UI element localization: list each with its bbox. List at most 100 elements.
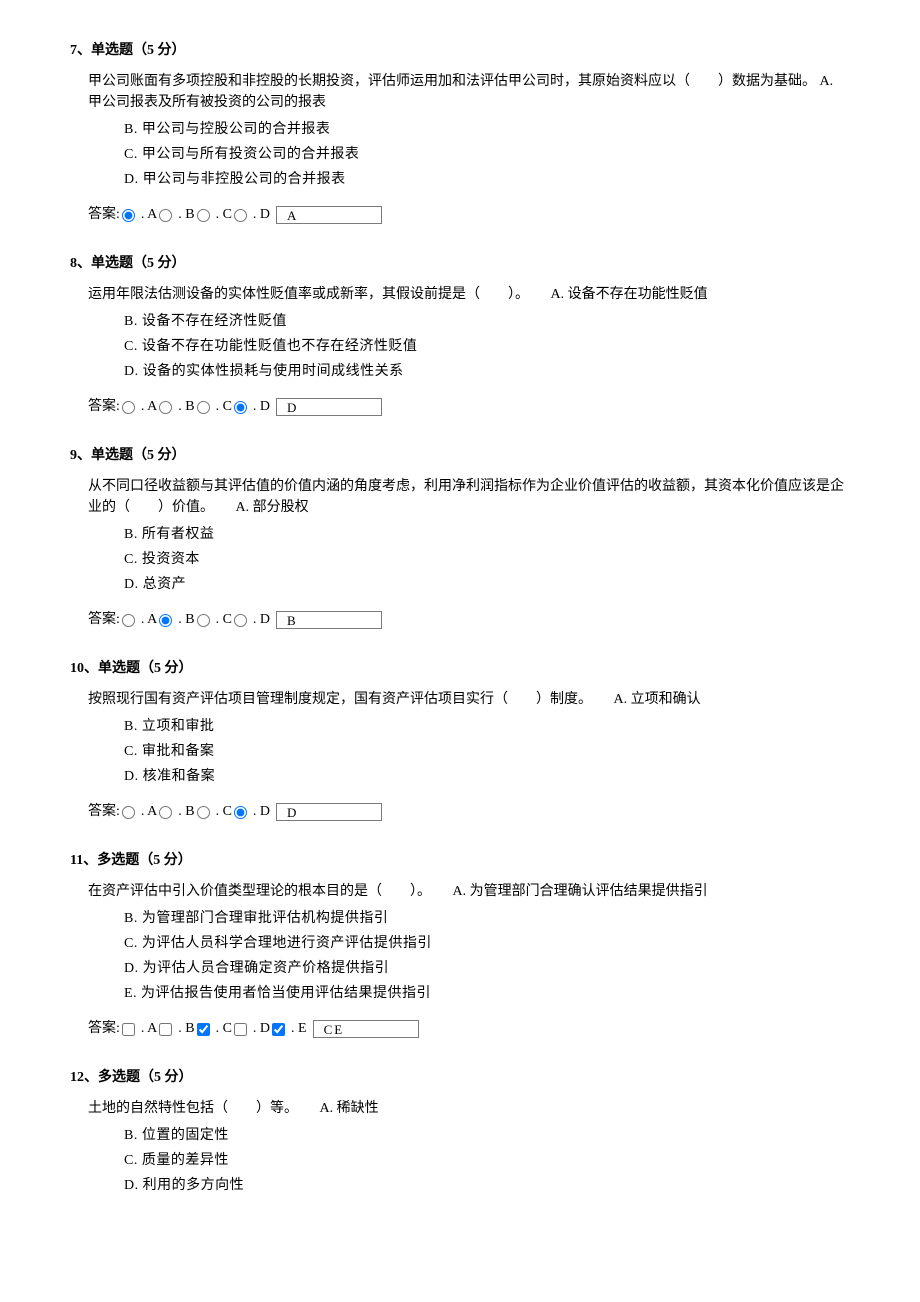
letter-a: . A [141,801,157,822]
question-type: 单选题（5 分） [91,43,186,58]
question-options: B. 所有者权益 C. 投资资本 D. 总资产 [124,524,850,595]
option-a: A. 稀缺性 [320,1101,379,1116]
answer-value-box[interactable]: B [276,611,382,629]
answer-row: 答案: . A . B . C . D D [88,801,850,822]
letter-b: . B [178,1018,194,1039]
option-a: A. 立项和确认 [614,692,701,707]
question-number: 10 [70,661,84,676]
answer-radio-c[interactable] [197,614,210,627]
stem-text: 在资产评估中引入价值类型理论的根本目的是（ ）。 [88,884,431,899]
letter-b: . B [178,801,194,822]
option-d: D. 总资产 [124,574,850,595]
option-d: D. 利用的多方向性 [124,1175,850,1196]
answer-checkbox-c[interactable] [197,1023,210,1036]
answer-radio-a[interactable] [122,614,135,627]
letter-a: . A [141,204,157,225]
question-number: 7 [70,43,77,58]
question-stem: 土地的自然特性包括（ ）等。 A. 稀缺性 [88,1098,850,1119]
letter-c: . C [216,204,232,225]
option-d: D. 甲公司与非控股公司的合并报表 [124,169,850,190]
letter-b: . B [178,396,194,417]
answer-radio-d[interactable] [234,401,247,414]
question-stem: 按照现行国有资产评估项目管理制度规定，国有资产评估项目实行（ ）制度。 A. 立… [88,689,850,710]
option-c: C. 为评估人员科学合理地进行资产评估提供指引 [124,933,850,954]
answer-radio-c[interactable] [197,401,210,414]
answer-radio-a[interactable] [122,401,135,414]
letter-d: . D [253,204,270,225]
question-10: 10、单选题（5 分） 按照现行国有资产评估项目管理制度规定，国有资产评估项目实… [70,658,850,822]
letter-d: . D [253,396,270,417]
answer-row: 答案: . A . B . C . D D [88,396,850,417]
letter-c: . C [216,801,232,822]
answer-radio-b[interactable] [159,209,172,222]
answer-checkbox-b[interactable] [159,1023,172,1036]
letter-c: . C [216,396,232,417]
option-a: A. 部分股权 [236,500,309,515]
question-options: B. 设备不存在经济性贬值 C. 设备不存在功能性贬值也不存在经济性贬值 D. … [124,311,850,382]
answer-radio-c[interactable] [197,209,210,222]
answer-radio-c[interactable] [197,806,210,819]
question-title: 8、单选题（5 分） [70,253,850,274]
stem-text: 运用年限法估测设备的实体性贬值率或成新率，其假设前提是（ ）。 [88,287,529,302]
answer-row: 答案: . A . B . C . D A [88,204,850,225]
answer-value-box[interactable]: CE [313,1020,419,1038]
answer-label: 答案: [88,1018,120,1039]
answer-checkbox-d[interactable] [234,1023,247,1036]
letter-d: . D [253,609,270,630]
letter-a: . A [141,1018,157,1039]
option-b: B. 立项和审批 [124,716,850,737]
question-type: 多选题（5 分） [97,853,192,868]
question-type: 单选题（5 分） [98,661,193,676]
answer-value-box[interactable]: D [276,803,382,821]
answer-checkbox-a[interactable] [122,1023,135,1036]
letter-c: . C [216,609,232,630]
answer-radio-d[interactable] [234,806,247,819]
option-d: D. 核准和备案 [124,766,850,787]
option-b: B. 为管理部门合理审批评估机构提供指引 [124,908,850,929]
answer-value-box[interactable]: A [276,206,382,224]
option-a: A. 为管理部门合理确认评估结果提供指引 [453,884,708,899]
answer-radio-b[interactable] [159,614,172,627]
question-number: 12 [70,1070,84,1085]
question-stem: 在资产评估中引入价值类型理论的根本目的是（ ）。 A. 为管理部门合理确认评估结… [88,881,850,902]
option-b: B. 所有者权益 [124,524,850,545]
letter-b: . B [178,609,194,630]
answer-radio-a[interactable] [122,209,135,222]
answer-label: 答案: [88,204,120,225]
option-c: C. 审批和备案 [124,741,850,762]
question-stem: 甲公司账面有多项控股和非控股的长期投资，评估师运用加和法评估甲公司时，其原始资料… [88,71,850,113]
question-title: 11、多选题（5 分） [70,850,850,871]
answer-radio-a[interactable] [122,806,135,819]
question-9: 9、单选题（5 分） 从不同口径收益额与其评估值的价值内涵的角度考虑，利用净利润… [70,445,850,630]
option-b: B. 位置的固定性 [124,1125,850,1146]
letter-c: . C [216,1018,232,1039]
question-number: 8 [70,256,77,271]
option-c: C. 甲公司与所有投资公司的合并报表 [124,144,850,165]
question-options: B. 位置的固定性 C. 质量的差异性 D. 利用的多方向性 [124,1125,850,1196]
question-stem: 运用年限法估测设备的实体性贬值率或成新率，其假设前提是（ ）。 A. 设备不存在… [88,284,850,305]
letter-d: . D [253,1018,270,1039]
answer-checkbox-e[interactable] [272,1023,285,1036]
option-c: C. 投资资本 [124,549,850,570]
answer-row: 答案: . A . B . C . D . E CE [88,1018,850,1039]
option-b: B. 甲公司与控股公司的合并报表 [124,119,850,140]
question-options: B. 甲公司与控股公司的合并报表 C. 甲公司与所有投资公司的合并报表 D. 甲… [124,119,850,190]
answer-radio-b[interactable] [159,806,172,819]
question-options: B. 立项和审批 C. 审批和备案 D. 核准和备案 [124,716,850,787]
answer-radio-d[interactable] [234,209,247,222]
stem-text: 按照现行国有资产评估项目管理制度规定，国有资产评估项目实行（ ）制度。 [88,692,592,707]
question-8: 8、单选题（5 分） 运用年限法估测设备的实体性贬值率或成新率，其假设前提是（ … [70,253,850,417]
question-type: 单选题（5 分） [91,448,186,463]
question-12: 12、多选题（5 分） 土地的自然特性包括（ ）等。 A. 稀缺性 B. 位置的… [70,1067,850,1196]
question-stem: 从不同口径收益额与其评估值的价值内涵的角度考虑，利用净利润指标作为企业价值评估的… [88,476,850,518]
answer-radio-b[interactable] [159,401,172,414]
option-c: C. 质量的差异性 [124,1150,850,1171]
question-title: 12、多选题（5 分） [70,1067,850,1088]
option-d: D. 设备的实体性损耗与使用时间成线性关系 [124,361,850,382]
stem-text: 土地的自然特性包括（ ）等。 [88,1101,298,1116]
answer-value-box[interactable]: D [276,398,382,416]
answer-radio-d[interactable] [234,614,247,627]
stem-text: 从不同口径收益额与其评估值的价值内涵的角度考虑，利用净利润指标作为企业价值评估的… [88,479,844,515]
option-e: E. 为评估报告使用者恰当使用评估结果提供指引 [124,983,850,1004]
letter-d: . D [253,801,270,822]
